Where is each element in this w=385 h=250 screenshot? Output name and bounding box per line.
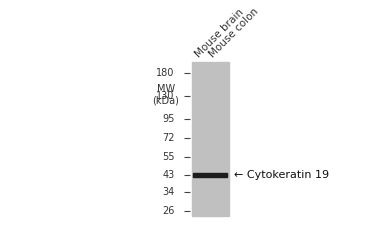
Text: 130: 130: [156, 92, 174, 102]
Text: 55: 55: [162, 152, 174, 162]
Text: MW
(kDa): MW (kDa): [152, 84, 179, 106]
Bar: [193, 173, 227, 177]
Text: 34: 34: [162, 186, 174, 196]
Text: 26: 26: [162, 206, 174, 216]
Text: 43: 43: [162, 170, 174, 180]
Text: ← Cytokeratin 19: ← Cytokeratin 19: [234, 170, 329, 180]
Text: Mouse brain: Mouse brain: [193, 7, 245, 59]
Text: 95: 95: [162, 114, 174, 124]
Text: 72: 72: [162, 133, 174, 143]
Text: Mouse colon: Mouse colon: [207, 6, 260, 59]
Text: 180: 180: [156, 68, 174, 78]
